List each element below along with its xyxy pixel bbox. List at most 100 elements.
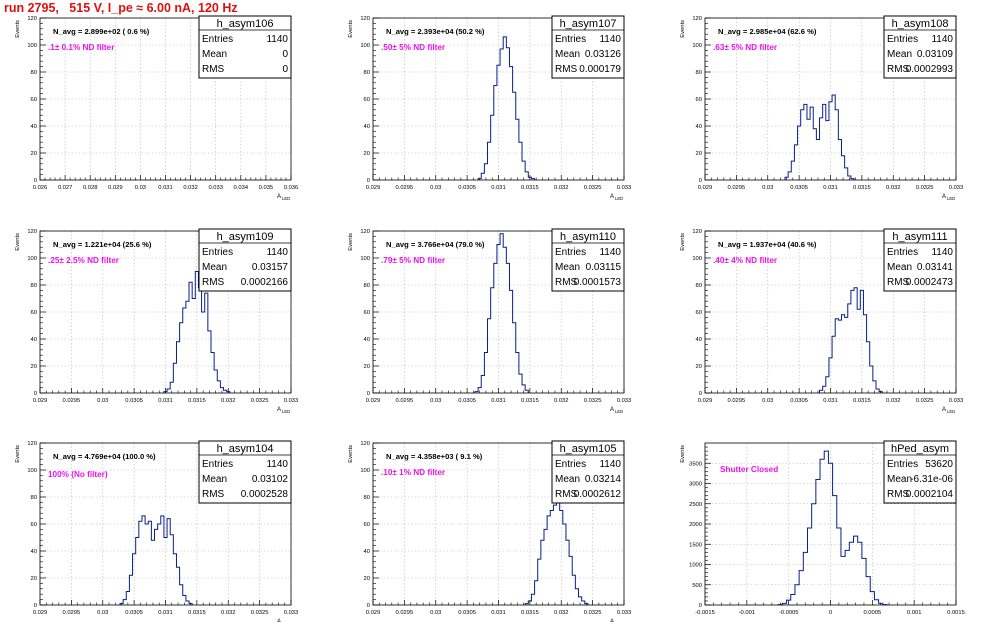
x-tick-label: 0.031 [491,398,506,404]
x-tick-label: 0.031 [158,610,173,616]
y-tick-label: 0 [34,391,37,397]
x-tick-label: 0.0315 [521,185,539,191]
stats-box [883,15,957,79]
x-axis-label-sub: LED [615,409,623,414]
x-tick-label: 0.0305 [458,185,476,191]
navg-label: N_avg = 2.899e+02 ( 0.6 %) [53,27,150,36]
stats-key-entries: Entries [555,34,586,45]
x-tick-label: 0.032 [886,185,901,191]
stats-box [198,228,292,292]
x-tick-label: 0.031 [491,610,506,616]
stats-value-entries: 1140 [266,459,288,470]
x-tick-label: 0.0325 [916,398,934,404]
plot-frame [704,442,957,606]
stats-key-entries: Entries [887,247,918,258]
page-title: run 2795, 515 V, I_pe ≈ 6.00 nA, 120 Hz [4,1,238,15]
y-tick-label: 100 [692,256,702,262]
x-tick-label: 0.032 [554,398,569,404]
stats-key-mean: Mean [202,49,227,60]
stats-key-mean: Mean [555,49,580,60]
y-tick-label: 80 [696,283,702,289]
x-tick-label: 0.0305 [458,398,476,404]
filter-label: .63± 5% ND filter [713,43,778,52]
x-axis-label-main: A [942,194,946,200]
stats-value-entries: 1140 [599,34,621,45]
stats-key-rms: RMS [555,489,578,500]
navg-label: N_avg = 2.393e+04 (50.2 %) [386,27,485,36]
y-tick-label: 100 [360,468,370,474]
y-tick-label: 20 [364,151,370,157]
y-tick-label: 2500 [689,502,702,508]
x-axis-label-sub: LED [282,409,290,414]
stats-key-mean: Mean [202,474,227,485]
y-tick-label: 20 [364,364,370,370]
histogram-bars [819,287,883,393]
x-axis-label: ALED [277,407,290,414]
y-tick-label: 0 [34,603,37,609]
stats-value-entries: 1140 [931,34,953,45]
y-tick-label: 60 [364,522,370,528]
x-axis-label: ALED [610,194,623,201]
x-tick-label: 0.029 [33,610,48,616]
stats-value-mean: 0.03126 [585,49,622,60]
stats-value-mean: 0.03115 [586,262,622,273]
stats-key-entries: Entries [202,247,233,258]
x-tick-label: 0.0325 [584,185,602,191]
stats-box [198,15,292,79]
y-axis-label: Events [348,20,354,38]
y-tick-label: 80 [31,70,37,76]
y-tick-label: 60 [364,97,370,103]
y-tick-label: 120 [360,441,370,447]
y-tick-label: 40 [364,549,370,555]
x-tick-label: 0.0315 [853,398,871,404]
y-tick-label: 3000 [689,482,702,488]
stats-value-mean: 0.03141 [917,262,954,273]
y-tick-label: 40 [696,337,702,343]
y-tick-label: 120 [27,229,37,235]
y-tick-label: 60 [31,522,37,528]
x-tick-label: 0.0295 [63,398,81,404]
x-axis-label-main: A [277,619,281,622]
x-tick-label: 0.0325 [251,610,269,616]
x-tick-label: 0.031 [823,185,838,191]
y-axis-label: Events [15,20,21,38]
stats-value-mean: -6.31e-06 [910,474,953,485]
stats-key-rms: RMS [202,64,225,75]
x-tick-label: 0.0305 [790,398,808,404]
x-tick-label: 0.033 [617,610,632,616]
y-tick-label: 40 [364,337,370,343]
stats-value-entries: 1140 [266,247,288,258]
x-tick-label: 0.032 [554,185,569,191]
x-tick-label: 0.03 [430,610,441,616]
stats-key-entries: Entries [887,34,918,45]
x-axis-label-sub: LED [282,196,290,201]
y-tick-label: 60 [31,310,37,316]
x-axis-label-main: A [942,407,946,413]
histogram-panel-h_asym104: 0.029 0.0295 0.03 0.0305 0.031 0.0315 0.032 0.0… [15,440,298,622]
stats-value-mean: 0.03214 [585,474,622,485]
stats-key-rms: RMS [887,277,910,288]
stats-value-entries: 1140 [599,247,621,258]
x-tick-label: 0.0015 [947,610,965,616]
histogram-panel-h_asym108: 0.029 0.0295 0.03 0.0305 0.031 0.0315 0.032 0.0… [680,15,963,201]
x-axis-label-main: A [610,194,614,200]
x-tick-label: 0.0295 [396,185,414,191]
x-tick-label: 0.033 [949,398,964,404]
stats-value-entries: 1140 [931,247,953,258]
y-tick-label: 0 [367,603,370,609]
stats-key-rms: RMS [555,277,578,288]
y-tick-label: 100 [27,468,37,474]
navg-label: N_avg = 1.221e+04 (25.6 %) [53,240,152,249]
x-tick-label: 0.033 [284,398,299,404]
navg-label: N_avg = 1.937e+04 (40.6 %) [718,240,817,249]
y-tick-label: 0 [699,603,702,609]
filter-label: .25± 2.5% ND filter [48,256,120,265]
histogram-name: h_asym108 [892,18,949,30]
filter-label: .10± 1% ND filter [381,468,446,477]
x-tick-label: 0.029 [698,185,713,191]
y-tick-label: 100 [27,256,37,262]
stats-value-entries: 1140 [599,459,621,470]
x-axis-label-main: A [277,194,281,200]
stats-key-mean: Mean [202,262,227,273]
x-tick-label: 0.029 [698,398,713,404]
